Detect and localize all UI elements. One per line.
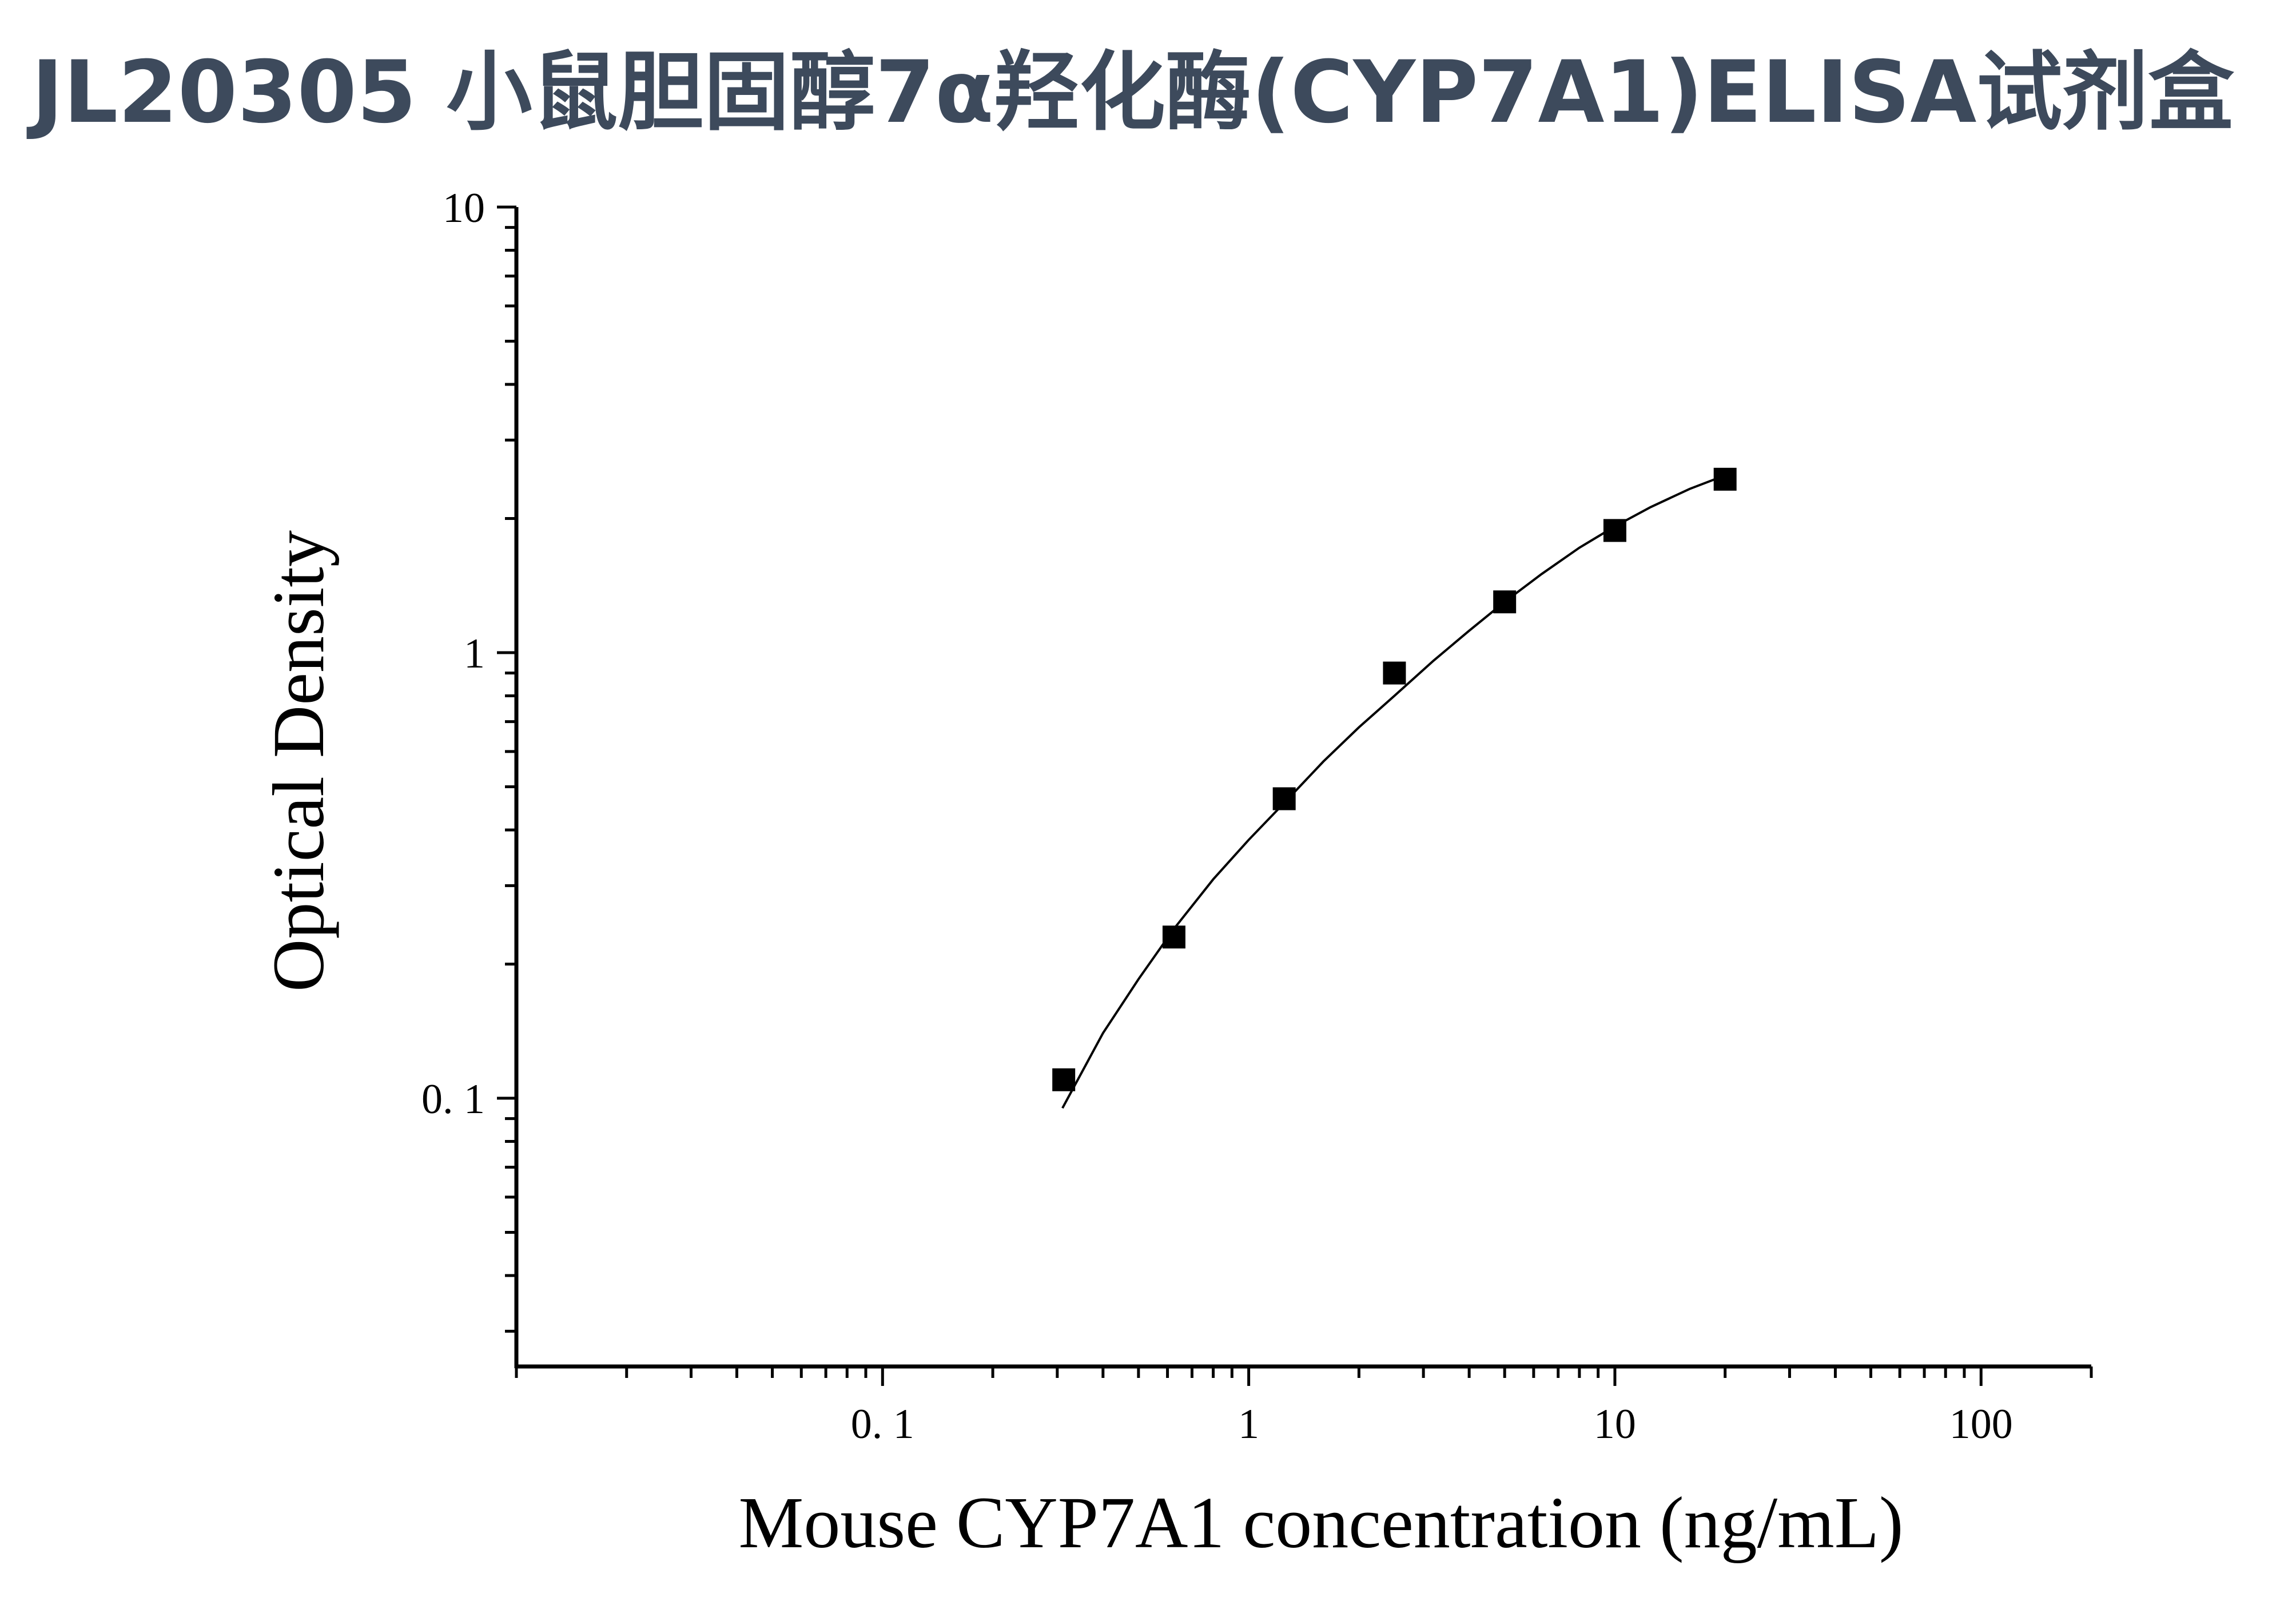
page-title: JL20305 小鼠胆固醇7α羟化酶(CYP7A1)ELISA试剂盒	[31, 43, 2234, 142]
data-point-marker	[1272, 787, 1296, 811]
data-point-marker	[1383, 661, 1406, 685]
x-tick-label: 100	[1949, 1401, 2013, 1448]
data-point-marker	[1052, 1068, 1076, 1091]
x-tick-label: 1	[1238, 1401, 1259, 1448]
data-point-marker	[1162, 925, 1185, 949]
data-point-marker	[1493, 590, 1517, 614]
fit-curve-layer	[1061, 474, 1726, 1109]
data-point-marker	[1603, 519, 1626, 542]
x-tick-label: 0. 1	[851, 1401, 914, 1448]
axes: 0. 1 1 10 100 0. 1 1 10	[421, 185, 2093, 1448]
fit-curve	[1061, 474, 1726, 1109]
x-tick-label: 10	[1594, 1401, 1636, 1448]
y-tick-label: 1	[464, 630, 485, 677]
y-tick-label: 10	[443, 185, 485, 232]
data-points-layer	[1052, 467, 1737, 1091]
y-axis-title: Optical Density	[258, 530, 339, 992]
data-point-marker	[1713, 467, 1737, 491]
y-tick-label: 0. 1	[421, 1076, 485, 1123]
x-axis-title: Mouse CYP7A1 concentration (ng/mL)	[739, 1482, 1904, 1563]
